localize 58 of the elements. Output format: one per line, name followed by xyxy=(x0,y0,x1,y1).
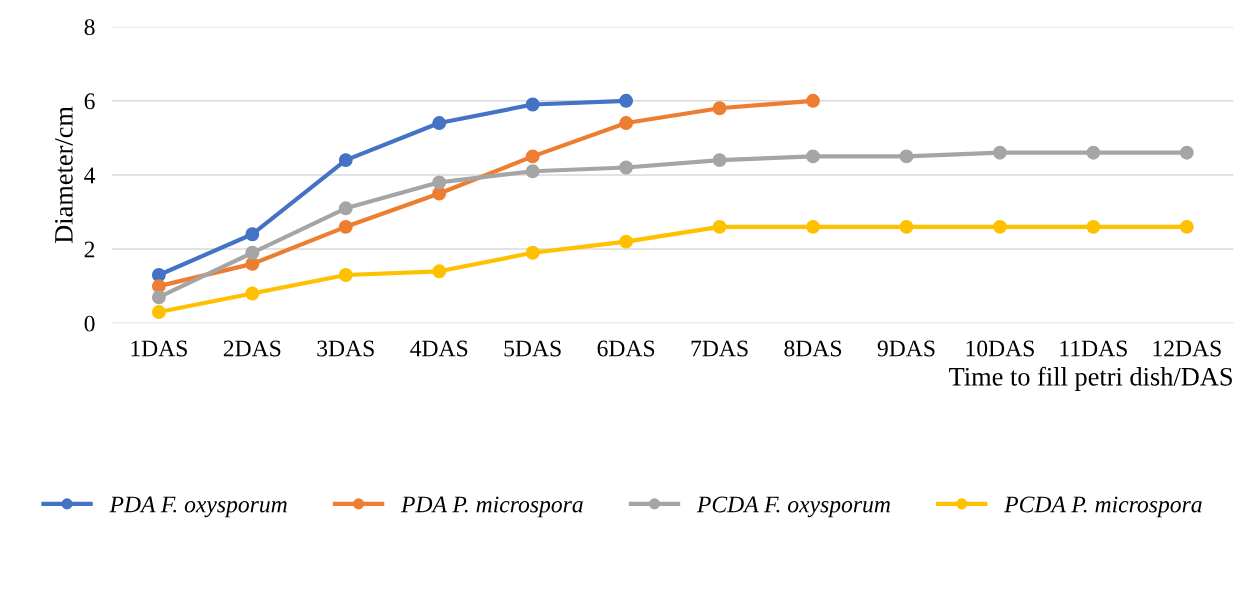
x-tick-label: 7DAS xyxy=(691,340,748,357)
x-tick-label: 8DAS xyxy=(784,340,842,357)
point xyxy=(151,305,166,320)
x-tick-label: 5DAS xyxy=(504,340,561,357)
x-tick-label: 10DAS xyxy=(966,340,1034,357)
y-axis-title: Diameter/cm xyxy=(55,106,73,244)
point xyxy=(899,219,914,234)
point xyxy=(806,93,820,108)
point xyxy=(1086,145,1101,160)
point xyxy=(619,116,634,130)
point xyxy=(432,116,447,130)
point xyxy=(338,153,353,168)
x-tick-label: 3DAS xyxy=(317,340,374,357)
y-tick-label: 6 xyxy=(84,93,95,110)
legend-label: PDA P. microspora xyxy=(400,496,583,518)
point xyxy=(432,175,447,190)
point xyxy=(338,219,353,234)
point xyxy=(1179,219,1194,234)
x-tick-label: 6DAS xyxy=(597,340,655,357)
point xyxy=(619,234,634,249)
point xyxy=(899,149,914,164)
legend-label: PCDA F. oxysporum xyxy=(696,496,890,518)
point xyxy=(245,227,260,242)
point xyxy=(806,219,820,234)
point xyxy=(525,245,540,260)
y-tick-label: 0 xyxy=(84,315,95,332)
point xyxy=(338,268,353,282)
point xyxy=(619,160,634,175)
point xyxy=(806,149,820,164)
point xyxy=(619,93,634,108)
point xyxy=(992,145,1007,160)
point xyxy=(151,290,166,305)
x-tick-label: 4DAS xyxy=(410,340,468,357)
point xyxy=(1179,145,1194,160)
point xyxy=(712,153,727,168)
y-tick-label: 8 xyxy=(84,19,95,36)
x-axis-title: Time to fill petri dish/DAS xyxy=(949,366,1232,392)
x-tick-label: 1DAS xyxy=(131,340,187,357)
point xyxy=(432,264,447,279)
point xyxy=(525,97,540,112)
point xyxy=(245,286,260,301)
point xyxy=(151,279,166,294)
x-tick-label: 2DAS xyxy=(223,340,281,357)
point xyxy=(1086,219,1101,234)
legend-label: PDA F. oxysporum xyxy=(109,496,287,518)
x-tick-label: 9DAS xyxy=(877,340,935,357)
point xyxy=(525,149,540,164)
point xyxy=(338,201,353,216)
point xyxy=(712,219,727,234)
point xyxy=(712,101,727,116)
y-tick-label: 2 xyxy=(84,241,95,258)
point xyxy=(525,164,540,179)
point xyxy=(992,219,1007,234)
x-tick-label: 11DAS xyxy=(1060,340,1127,357)
legend-label: PCDA P. microspora xyxy=(1004,496,1202,518)
y-tick-label: 4 xyxy=(84,167,96,184)
point xyxy=(245,245,260,260)
x-tick-label: 12DAS xyxy=(1153,340,1221,357)
